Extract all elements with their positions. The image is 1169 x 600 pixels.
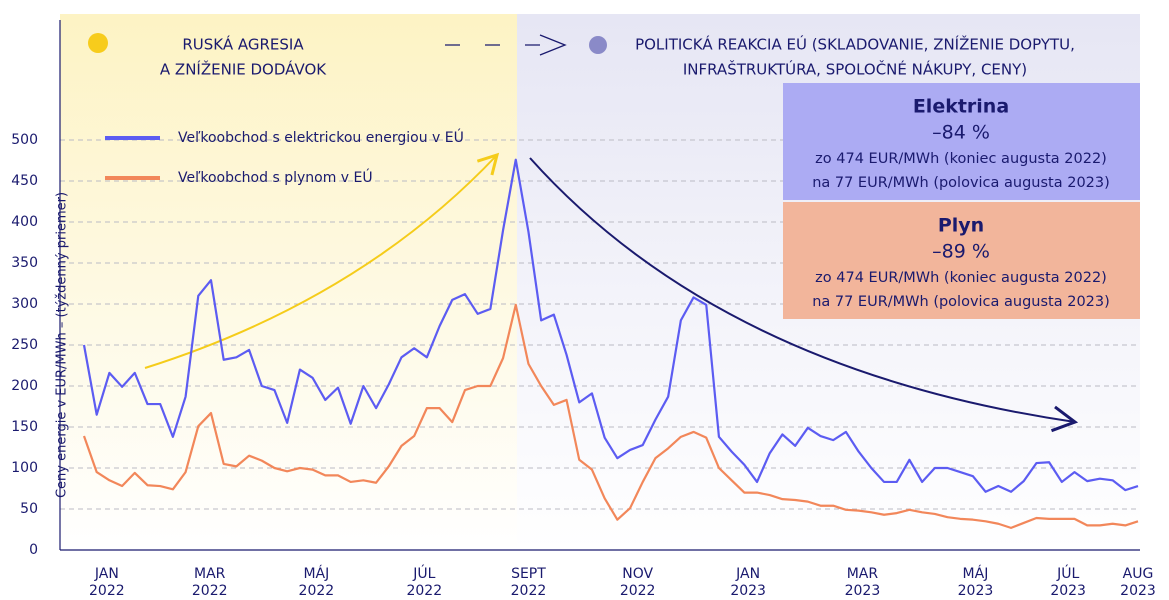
y-tick-label: 350 (11, 255, 38, 271)
info-text: na 77 EUR/MWh (polovica augusta 2023) (812, 294, 1110, 310)
x-tick-label: JAN 2022 (89, 566, 125, 599)
phase-label: INFRAŠTRUKTÚRA, SPOLOČNÉ NÁKUPY, CENY) (683, 60, 1027, 79)
y-tick-label: 300 (11, 296, 38, 312)
legend-label: Veľkoobchod s elektrickou energiou v EÚ (178, 128, 464, 146)
y-tick-label: 400 (11, 214, 38, 230)
x-tick-label: MÁJ 2022 (298, 566, 335, 599)
y-tick-label: 0 (29, 542, 38, 558)
info-box (783, 83, 1140, 200)
info-text: zo 474 EUR/MWh (koniec augusta 2022) (815, 270, 1107, 286)
y-tick-label: 150 (11, 419, 38, 435)
phase-label: POLITICKÁ REAKCIA EÚ (SKLADOVANIE, ZNÍŽE… (635, 35, 1075, 54)
info-change: –89 % (932, 241, 990, 263)
info-title: Plyn (938, 215, 984, 237)
phase-background (60, 14, 517, 550)
trend-arrow (144, 152, 500, 369)
phase-dot (88, 33, 108, 53)
info-change: –84 % (932, 122, 990, 144)
info-text: zo 474 EUR/MWh (koniec augusta 2022) (815, 151, 1107, 167)
y-tick-label: 100 (11, 460, 38, 476)
y-axis-label: Ceny energie v EUR/MWh – (týždenný priem… (55, 192, 70, 498)
info-box (783, 202, 1140, 319)
x-tick-label: MAR 2022 (191, 566, 228, 599)
info-title: Elektrina (913, 96, 1009, 118)
x-tick-label: MAR 2023 (844, 566, 881, 599)
x-tick-label: JÚL 2022 (406, 566, 443, 599)
phase-dot (589, 36, 607, 54)
x-tick-label: SEPT 2022 (510, 566, 547, 599)
phase-label: RUSKÁ AGRESIA (182, 35, 304, 54)
trend-arrow (529, 157, 1079, 433)
legend-label: Veľkoobchod s plynom v EÚ (178, 168, 373, 186)
y-tick-label: 450 (11, 173, 38, 189)
x-tick-label: NOV 2022 (619, 566, 656, 599)
y-tick-label: 500 (11, 132, 38, 148)
phase-arrow (445, 34, 567, 56)
series-line (82, 303, 1139, 529)
x-tick-label: JAN 2023 (730, 566, 766, 599)
x-tick-label: JÚL 2023 (1050, 566, 1086, 599)
series-line (82, 158, 1139, 493)
x-tick-label: MÁJ 2023 (957, 566, 994, 599)
phase-label: A ZNÍŽENIE DODÁVOK (160, 60, 327, 79)
y-tick-label: 50 (20, 501, 38, 517)
x-tick-label: AUG 2023 (1120, 566, 1156, 599)
y-tick-label: 200 (11, 378, 38, 394)
y-tick-label: 250 (11, 337, 38, 353)
info-text: na 77 EUR/MWh (polovica augusta 2023) (812, 175, 1110, 191)
